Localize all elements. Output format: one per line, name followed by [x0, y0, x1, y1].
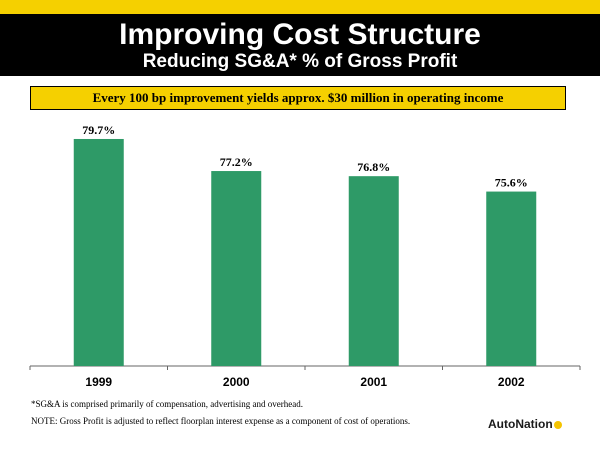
autonation-logo-mark	[553, 420, 562, 429]
bar-1999	[73, 138, 124, 366]
bar-chart: 79.7% 1999 77.2% 2000 76.8% 2001 75.6% 2002	[29, 123, 581, 389]
category-label-2001: 2001	[360, 375, 387, 389]
logo-text: AutoNation	[488, 417, 553, 431]
footnote: *SG&A is comprised primarily of compensa…	[31, 399, 303, 409]
bar-2001	[348, 176, 399, 366]
callout-box: Every 100 bp improvement yields approx. …	[30, 86, 566, 110]
note: NOTE: Gross Profit is adjusted to reflec…	[31, 416, 411, 426]
category-label-2000: 2000	[223, 375, 250, 389]
bar-2000	[211, 171, 262, 366]
data-label-1999: 79.7%	[82, 123, 115, 137]
data-label-2002: 75.6%	[495, 176, 528, 190]
bar-2002	[486, 191, 537, 366]
page-title: Improving Cost Structure	[119, 18, 481, 51]
title-banner	[0, 14, 600, 76]
top-yellow-stripe	[0, 0, 600, 14]
page-subtitle: Reducing SG&A* % of Gross Profit	[142, 51, 458, 72]
data-label-2001: 76.8%	[357, 160, 390, 174]
category-label-1999: 1999	[85, 375, 112, 389]
autonation-logo: AutoNation	[488, 416, 562, 432]
data-label-2000: 77.2%	[220, 155, 253, 169]
category-label-2002: 2002	[498, 375, 525, 389]
